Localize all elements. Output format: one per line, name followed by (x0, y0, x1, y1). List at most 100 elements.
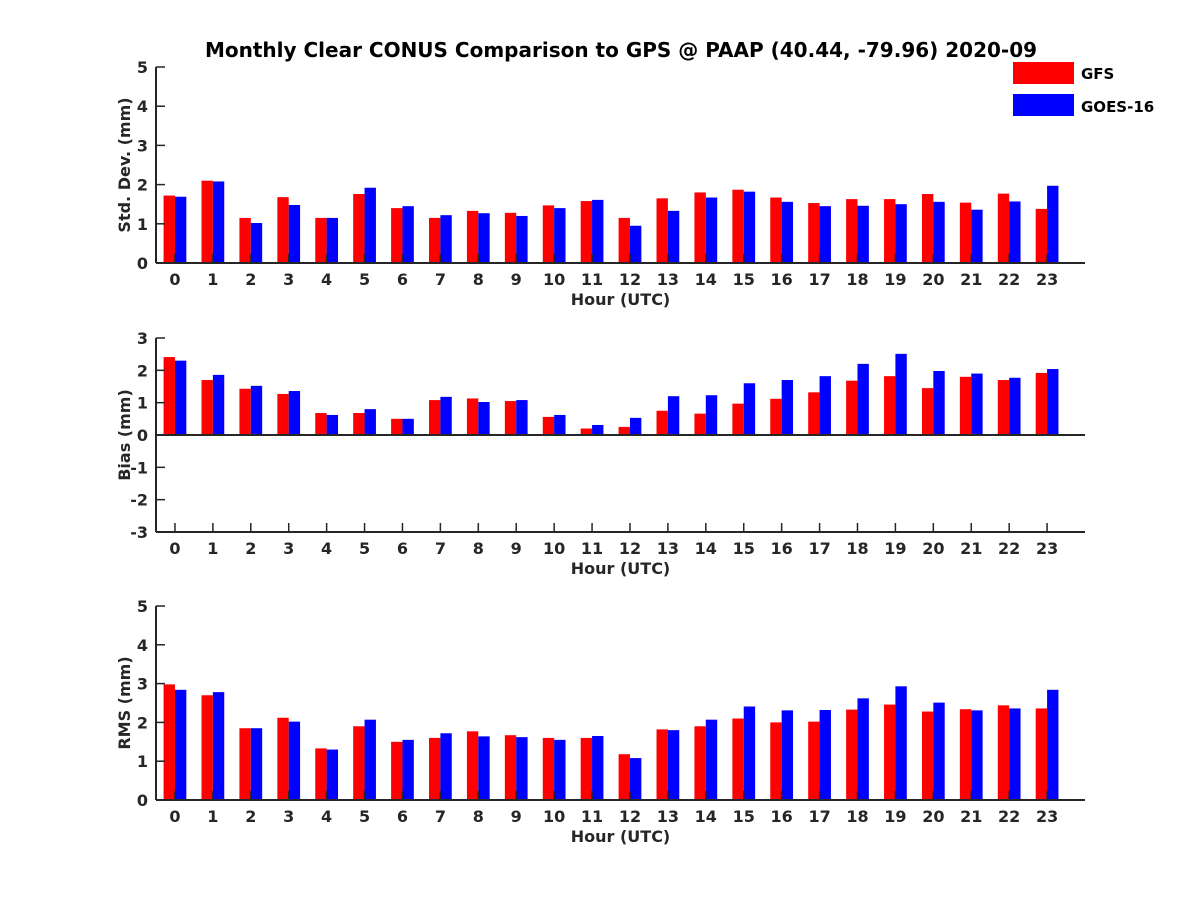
bar-rms-goes16-1 (212, 692, 225, 800)
xtick-label-bias-0: 0 (169, 539, 180, 558)
xtick-label-rms-14: 14 (695, 807, 717, 826)
ytick-label-rms-4: 4 (137, 636, 148, 655)
bar-rms-gfs-18 (846, 709, 858, 800)
bar-std-goes16-8 (478, 213, 490, 263)
y-axis-label-rms: RMS (mm) (115, 656, 134, 749)
bar-std-goes16-14 (705, 197, 718, 263)
bar-rms-goes16-16 (781, 710, 794, 800)
bar-rms-goes16-22 (1009, 708, 1021, 800)
bar-rms-goes16-3 (288, 721, 301, 800)
ytick-label-rms-3: 3 (137, 675, 148, 694)
legend-swatch-goes16 (1013, 94, 1074, 116)
chart-legend: GFS GOES-16 (1013, 62, 1154, 116)
bar-rms-goes16-20 (933, 702, 945, 800)
bar-std-gfs-22 (997, 193, 1010, 263)
bar-bias-gfs-9 (504, 401, 517, 435)
bar-bias-gfs-1 (201, 380, 213, 435)
bar-bias-goes16-1 (212, 374, 225, 435)
bar-std-goes16-9 (516, 215, 528, 263)
bar-bias-goes16-9 (516, 400, 528, 435)
xtick-label-rms-12: 12 (619, 807, 641, 826)
bar-std-gfs-18 (846, 199, 858, 263)
xtick-label-rms-16: 16 (771, 807, 793, 826)
bar-bias-gfs-23 (1035, 372, 1048, 435)
y-axis-label-bias: Bias (mm) (115, 389, 134, 481)
bar-std-goes16-15 (743, 191, 756, 263)
xtick-label-std-8: 8 (473, 270, 484, 289)
bar-std-goes16-17 (819, 206, 831, 263)
xtick-label-bias-14: 14 (695, 539, 717, 558)
bar-std-gfs-15 (732, 189, 744, 263)
xtick-label-rms-4: 4 (321, 807, 332, 826)
bar-bias-goes16-0 (174, 360, 187, 435)
bar-bias-goes16-11 (592, 424, 604, 435)
xtick-label-bias-11: 11 (581, 539, 603, 558)
bar-std-gfs-10 (542, 205, 555, 263)
xtick-label-bias-16: 16 (771, 539, 793, 558)
xtick-label-rms-19: 19 (884, 807, 906, 826)
chart-title: Monthly Clear CONUS Comparison to GPS @ … (205, 38, 1037, 62)
xtick-label-bias-12: 12 (619, 539, 641, 558)
bar-std-gfs-2 (239, 217, 251, 263)
bar-rms-goes16-17 (819, 709, 831, 800)
bar-rms-gfs-12 (618, 754, 630, 800)
bar-rms-goes16-23 (1047, 689, 1059, 800)
bar-std-gfs-9 (504, 212, 517, 263)
bar-rms-gfs-22 (997, 705, 1010, 800)
bar-bias-gfs-16 (770, 398, 782, 435)
bar-bias-gfs-15 (732, 403, 744, 435)
ytick-label-std-4: 4 (137, 97, 148, 116)
bar-bias-goes16-5 (364, 409, 376, 435)
xtick-label-bias-6: 6 (397, 539, 408, 558)
bar-rms-goes16-15 (743, 706, 756, 800)
bar-bias-goes16-14 (705, 395, 718, 435)
bar-rms-goes16-19 (895, 686, 907, 800)
ytick-label-rms-1: 1 (137, 752, 148, 771)
bar-std-gfs-1 (201, 180, 213, 263)
ytick-label-bias-3: 3 (137, 329, 148, 348)
bar-bias-goes16-8 (478, 402, 490, 435)
x-axis-label-bias: Hour (UTC) (571, 559, 671, 578)
xtick-label-rms-0: 0 (169, 807, 180, 826)
xtick-label-bias-5: 5 (359, 539, 370, 558)
bar-bias-gfs-7 (429, 400, 441, 435)
bar-bias-goes16-3 (288, 391, 301, 435)
ytick-label-bias--2: -2 (130, 491, 148, 510)
xtick-label-rms-7: 7 (435, 807, 446, 826)
bar-std-gfs-4 (315, 217, 327, 263)
xtick-label-std-18: 18 (846, 270, 868, 289)
xtick-label-bias-9: 9 (511, 539, 522, 558)
bar-std-goes16-5 (364, 187, 376, 263)
bar-std-goes16-7 (440, 215, 452, 263)
bar-bias-goes16-20 (933, 370, 945, 435)
ytick-label-bias-0: 0 (137, 426, 148, 445)
xtick-label-rms-8: 8 (473, 807, 484, 826)
xtick-label-bias-2: 2 (245, 539, 256, 558)
xtick-label-rms-22: 22 (998, 807, 1020, 826)
xtick-label-bias-21: 21 (960, 539, 982, 558)
bar-std-goes16-10 (554, 208, 566, 263)
bar-rms-gfs-20 (921, 711, 934, 800)
bar-rms-gfs-21 (959, 709, 972, 800)
bar-std-gfs-3 (277, 197, 289, 263)
bar-std-goes16-12 (629, 225, 642, 263)
bar-std-goes16-16 (781, 201, 794, 263)
bar-bias-gfs-0 (163, 357, 175, 435)
bar-bias-goes16-16 (781, 380, 794, 435)
bar-bias-goes16-23 (1047, 369, 1059, 435)
xtick-label-std-7: 7 (435, 270, 446, 289)
bar-std-goes16-21 (971, 209, 983, 263)
bar-rms-gfs-1 (201, 695, 213, 800)
ytick-label-bias--1: -1 (130, 458, 148, 477)
bar-std-gfs-14 (694, 192, 706, 263)
xtick-label-bias-4: 4 (321, 539, 332, 558)
bar-rms-goes16-8 (478, 736, 490, 800)
bar-std-goes16-19 (895, 204, 907, 263)
bar-rms-goes16-7 (440, 733, 452, 800)
bar-std-goes16-23 (1047, 185, 1059, 263)
bar-std-gfs-6 (391, 208, 403, 263)
xtick-label-std-20: 20 (922, 270, 944, 289)
xtick-label-std-21: 21 (960, 270, 982, 289)
